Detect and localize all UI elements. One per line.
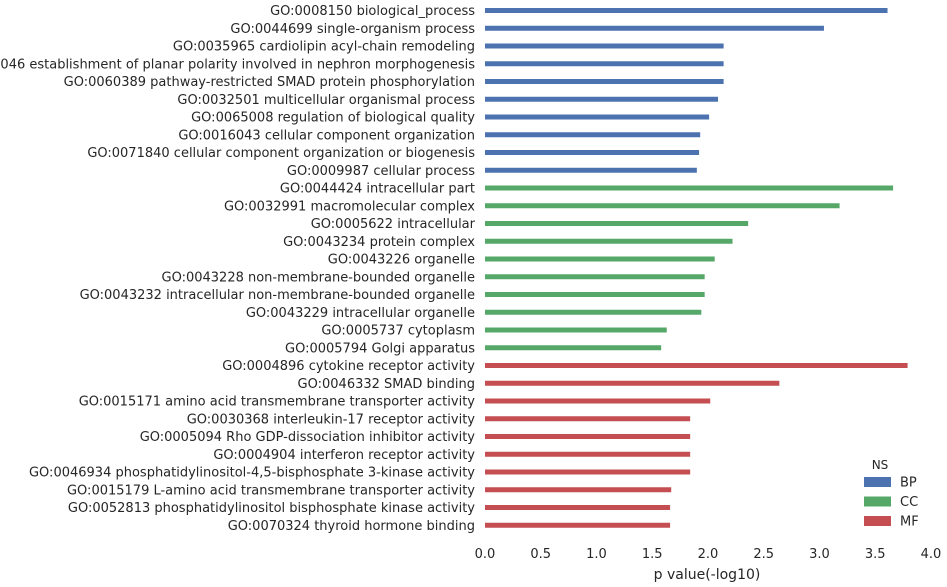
bar-bp [485,132,701,138]
bar-bp [485,167,697,173]
x-tick-label: 2.5 [753,547,774,562]
category-label: GO:0044424 intracellular part [280,182,475,197]
category-label: GO:0009987 cellular process [287,164,475,179]
legend-swatch-mf [864,516,891,526]
category-label: GO:0015179 L-amino acid transmembrane tr… [67,483,475,498]
bar-cc [485,185,894,191]
bar-cc [485,221,749,226]
bar-mf [485,451,691,457]
x-axis-title: p value(-log10) [654,567,761,583]
bar-cc [485,238,733,244]
category-label: GO:0046934 phosphatidylinositol-4,5-bisp… [29,466,475,481]
bar-mf [485,416,691,422]
category-label: GO:0072046 establishment of planar polar… [0,57,475,72]
bar-cc [485,274,705,280]
category-label: GO:0043232 intracellular non-membrane-bo… [80,288,475,303]
category-label: GO:0070324 thyroid hormone binding [228,519,475,534]
category-label: GO:0032501 multicellular organismal proc… [177,93,475,108]
category-labels-group: GO:0008150 biological_process GO:0044699 … [0,4,476,534]
bar-bp [485,114,710,120]
x-tick-label: 0.0 [475,547,496,562]
legend-title: NS [872,458,889,472]
bar-cc [485,292,705,297]
category-label: GO:0004904 interferon receptor activity [213,448,475,463]
category-label: GO:0052813 phosphatidylinositol bisphosp… [68,501,475,516]
x-tick-label: 2.0 [698,547,719,562]
category-label: GO:0060389 pathway-restricted SMAD prote… [64,75,475,90]
bar-bp [485,79,724,84]
bar-cc [485,256,715,262]
legend-label-cc: CC [900,495,918,510]
legend-label-mf: MF [900,515,919,530]
category-label: GO:0043229 intracellular organelle [246,306,475,321]
bar-mf [485,469,691,475]
bar-mf [485,434,691,439]
bar-mf [485,363,908,368]
x-tick-label: 0.5 [530,547,551,562]
x-tick-label: 1.5 [642,547,663,562]
x-tick-labels-group: 0.0 0.5 1.0 1.5 2.0 2.5 3.0 3.5 4.0 [475,547,942,562]
category-label: GO:0071840 cellular component organizati… [87,146,475,161]
category-label: GO:0046332 SMAD binding [298,377,475,392]
category-label: GO:0030368 interleukin-17 receptor activ… [187,412,476,427]
bar-mf [485,398,711,404]
x-tick-label: 3.0 [809,547,830,562]
bar-mf [485,487,672,493]
bar-cc [485,345,662,351]
legend-swatch-cc [864,496,891,507]
category-label: GO:0015171 amino acid transmembrane tran… [79,395,476,410]
bar-bp [485,61,724,67]
category-label: GO:0005794 Golgi apparatus [285,341,475,356]
category-label: GO:0005737 cytoplasm [321,324,475,339]
category-label: GO:0043228 non-membrane-bounded organell… [162,270,476,285]
bar-mf [485,522,671,528]
bar-bp [485,43,724,49]
category-label: GO:0008150 biological_process [270,4,475,19]
category-label: GO:0043234 protein complex [283,235,475,250]
category-label: GO:0044699 single-organism process [230,22,475,37]
bar-bp [485,96,719,102]
bar-bp [485,25,824,31]
bar-bp [485,150,700,155]
bar-cc [485,203,840,209]
legend-label-bp: BP [900,476,917,491]
category-label: GO:0004896 cytokine receptor activity [222,359,475,374]
category-label: GO:0035965 cardiolipin acyl-chain remode… [173,40,475,55]
bar-cc [485,327,667,333]
category-label: GO:0043226 organelle [328,253,475,268]
bar-mf [485,380,780,386]
category-label: GO:0016043 cellular component organizati… [178,128,475,143]
bar-mf [485,505,671,510]
bars-group [485,8,908,528]
category-label: GO:0065008 regulation of biological qual… [191,111,475,126]
category-label: GO:0005094 Rho GDP-dissociation inhibito… [140,430,476,445]
legend-swatch-bp [864,477,891,487]
x-tick-label: 4.0 [921,547,942,562]
bar-cc [485,309,702,315]
x-tick-label: 3.5 [865,547,886,562]
x-tick-label: 1.0 [586,547,607,562]
category-label: GO:0005622 intracellular [311,217,476,232]
bar-bp [485,8,888,13]
category-label: GO:0032991 macromolecular complex [224,199,475,214]
legend: NS BP CC MF [864,458,919,530]
